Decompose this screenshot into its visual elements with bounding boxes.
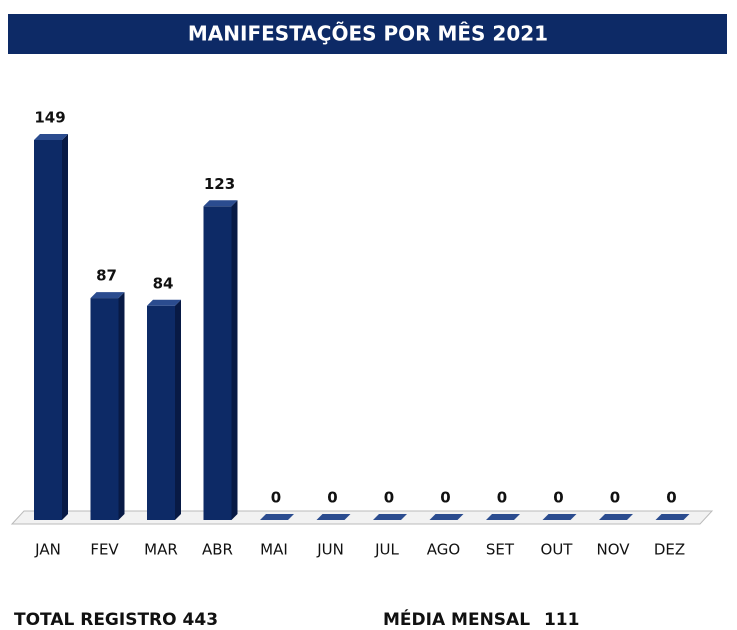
bar-side bbox=[62, 134, 68, 520]
bar-top bbox=[147, 299, 181, 306]
x-tick-label: OUT bbox=[541, 541, 574, 559]
bar bbox=[147, 305, 175, 520]
bar bbox=[34, 140, 62, 520]
bar-top bbox=[542, 514, 577, 520]
bar-top bbox=[316, 514, 351, 520]
x-tick-label: AGO bbox=[427, 541, 460, 559]
data-label: 0 bbox=[553, 489, 563, 507]
bar-top bbox=[373, 514, 407, 520]
x-tick-label: JUN bbox=[316, 541, 344, 559]
x-tick-label: SET bbox=[486, 541, 515, 559]
data-label: 0 bbox=[497, 489, 507, 507]
bar-top bbox=[429, 514, 464, 520]
bar-top bbox=[203, 200, 238, 207]
x-tick-label: MAI bbox=[260, 541, 288, 559]
data-label: 0 bbox=[666, 489, 676, 507]
total-value: 443 bbox=[183, 610, 219, 630]
data-label: 84 bbox=[153, 274, 174, 292]
x-tick-label: NOV bbox=[596, 541, 630, 559]
bar bbox=[90, 298, 119, 520]
data-label: 0 bbox=[384, 489, 394, 507]
data-label: 0 bbox=[327, 489, 337, 507]
data-label: 123 bbox=[204, 175, 235, 193]
average: MÉDIA MENSAL 111 bbox=[383, 608, 579, 630]
bar-top bbox=[599, 514, 633, 520]
x-tick-label: FEV bbox=[90, 541, 119, 559]
total-label: TOTAL REGISTRO bbox=[14, 610, 177, 630]
floor bbox=[10, 510, 714, 525]
x-tick-label: JUL bbox=[374, 541, 399, 559]
data-label: 87 bbox=[96, 267, 117, 285]
average-label: MÉDIA MENSAL bbox=[383, 608, 530, 630]
bar-top bbox=[34, 134, 68, 140]
bar-side bbox=[118, 292, 125, 520]
data-label: 0 bbox=[610, 489, 620, 507]
chart-title: MANIFESTAÇÕES POR MÊS 2021 bbox=[188, 22, 548, 46]
bar-top bbox=[90, 292, 125, 299]
bar-top bbox=[486, 514, 520, 520]
bar-side bbox=[175, 299, 181, 520]
total: TOTAL REGISTRO 443 bbox=[14, 610, 218, 630]
bar-side bbox=[231, 200, 238, 521]
bar-top bbox=[655, 514, 690, 520]
x-tick-label: ABR bbox=[202, 541, 233, 559]
data-label: 0 bbox=[440, 489, 450, 507]
bar-top bbox=[260, 514, 294, 520]
title-banner bbox=[8, 14, 727, 54]
data-label: 149 bbox=[34, 109, 65, 127]
average-value: 111 bbox=[544, 610, 580, 630]
x-tick-label: MAR bbox=[144, 541, 178, 559]
bar bbox=[203, 206, 232, 521]
x-tick-label: JAN bbox=[34, 541, 61, 559]
data-label: 0 bbox=[271, 489, 281, 507]
x-tick-label: DEZ bbox=[654, 541, 685, 559]
